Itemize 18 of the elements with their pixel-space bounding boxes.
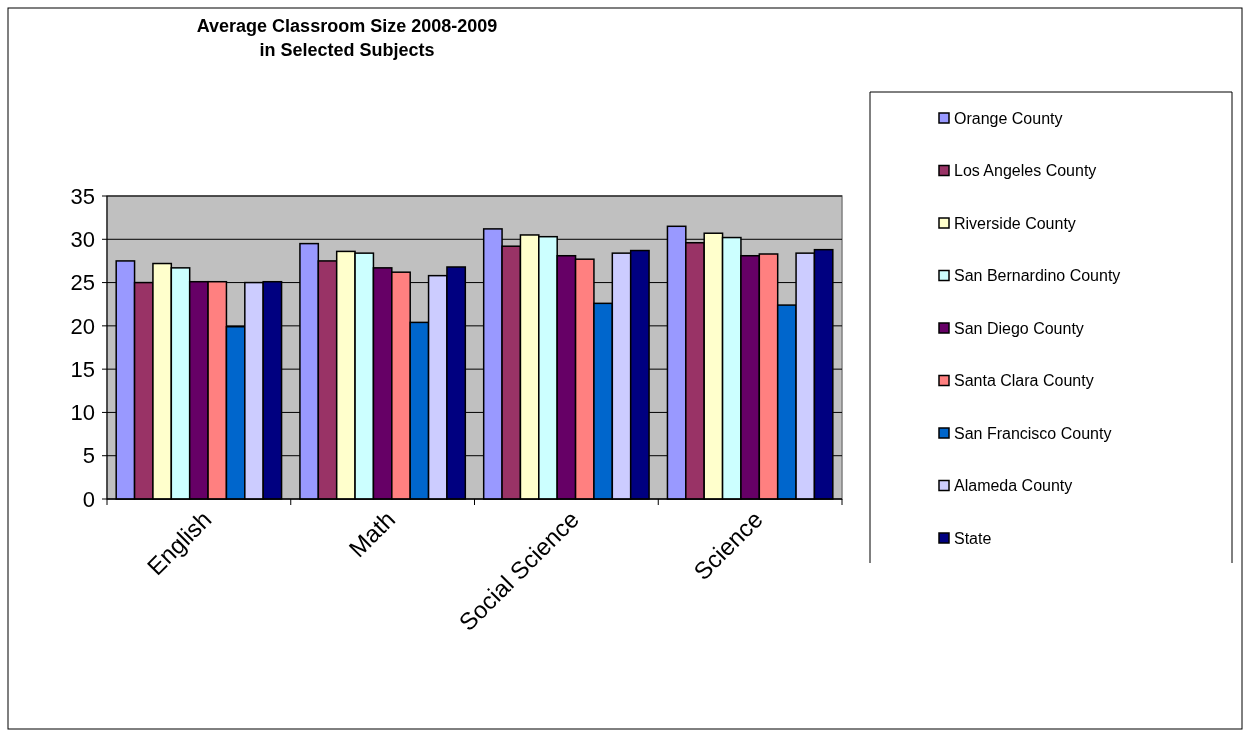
y-tick-label: 25 xyxy=(70,270,95,296)
y-tick-label: 30 xyxy=(70,226,95,252)
legend-label: Los Angeles County xyxy=(954,162,1097,180)
legend-label: Riverside County xyxy=(954,214,1076,232)
legend-label: Alameda County xyxy=(954,477,1073,495)
legend-label: Santa Clara County xyxy=(954,372,1094,390)
legend-label: San Diego County xyxy=(954,319,1084,337)
chart-title: Average Classroom Size 2008-2009 in Selected Subjects xyxy=(196,16,498,60)
legend-label: State xyxy=(954,529,992,547)
legend-label: San Bernardino County xyxy=(954,267,1121,285)
y-tick-label: 5 xyxy=(82,443,95,469)
y-tick-label: 15 xyxy=(70,356,95,382)
y-tick-label: 35 xyxy=(70,183,95,209)
legend-label: Orange County xyxy=(954,109,1063,127)
legend-label: San Francisco County xyxy=(954,424,1112,442)
y-tick-label: 20 xyxy=(70,313,95,339)
y-tick-label: 0 xyxy=(82,486,95,512)
y-tick-label: 10 xyxy=(70,400,95,426)
